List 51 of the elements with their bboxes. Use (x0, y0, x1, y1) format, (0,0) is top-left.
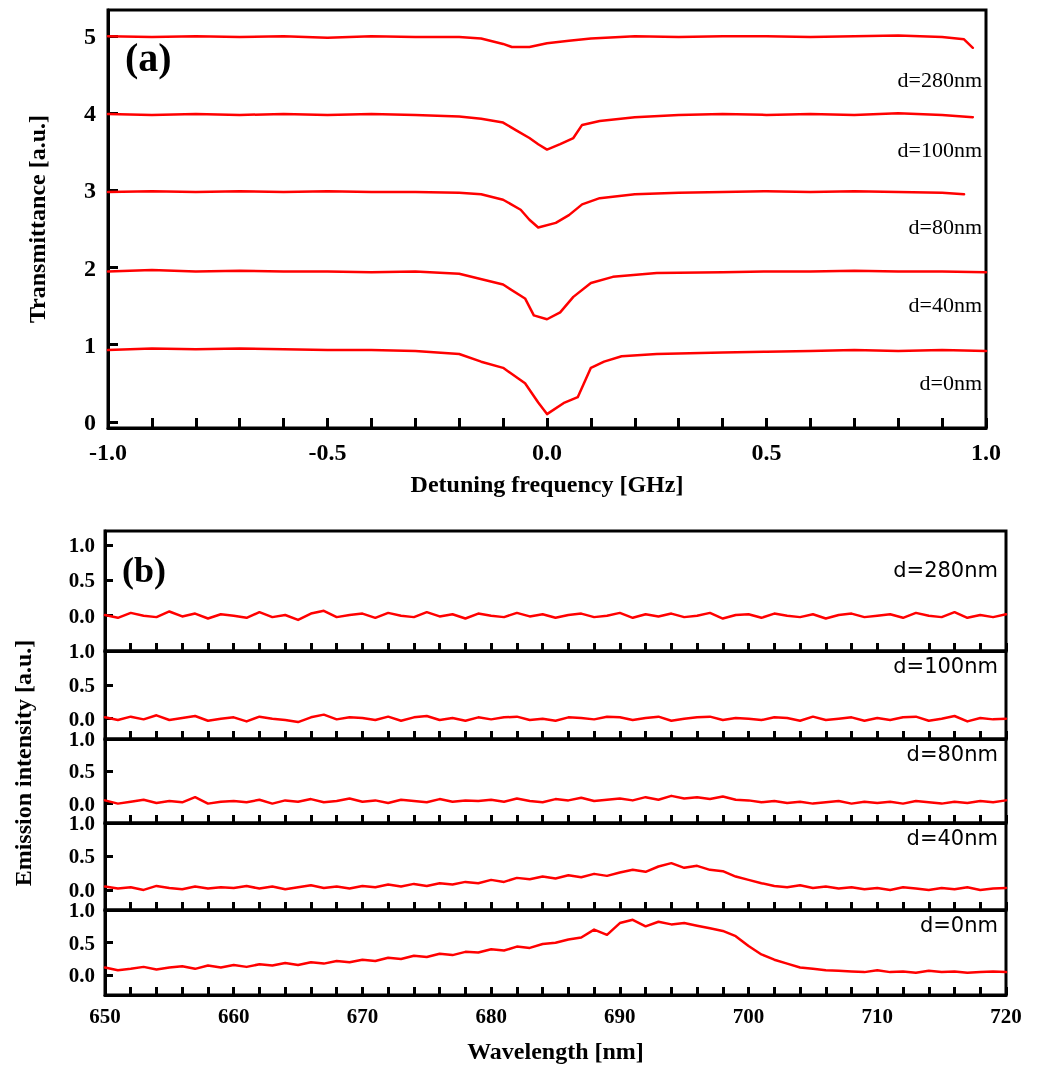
y-tick-label: 2 (84, 254, 96, 281)
series-label: d=80nm (906, 741, 998, 766)
series-label: d=80nm (908, 213, 982, 239)
y-tick-label: 1.0 (68, 533, 95, 558)
line-series (103, 609, 1008, 622)
line-series (103, 794, 1008, 805)
y-tick-label: 5 (84, 23, 96, 50)
series-label: d=280nm (893, 557, 998, 582)
y-axis-title: Emission intensity [a.u.] (10, 639, 37, 887)
x-tick-label: 670 (346, 1003, 379, 1028)
y-tick-label: 4 (84, 100, 96, 127)
x-tick-label: 710 (861, 1003, 894, 1028)
y-tick-label: 1.0 (68, 639, 95, 663)
line-series (103, 713, 1008, 724)
x-tick-label: 680 (475, 1003, 507, 1028)
y-tick-label: 3 (84, 177, 96, 204)
series-label: d=100nm (893, 653, 998, 678)
x-tick-label: -1.0 (89, 439, 127, 465)
series-label: d=40nm (906, 825, 998, 850)
line-series (103, 861, 1008, 892)
line-series (106, 347, 988, 416)
series-label: d=0nm (919, 912, 998, 937)
y-tick-label: 0.5 (68, 568, 95, 593)
x-axis-title: Wavelength [nm] (467, 1038, 644, 1064)
y-tick-label: 1 (84, 331, 96, 358)
x-tick-label: 0.0 (532, 439, 562, 465)
y-tick-label: 0.5 (68, 672, 95, 697)
x-tick-label: 690 (604, 1003, 636, 1028)
series-label: d=280nm (897, 67, 982, 93)
y-axis-title: Transmittance [a.u.] (24, 114, 51, 324)
x-axis-title: Detuning frequency [GHz] (410, 471, 684, 497)
y-tick-label: 0 (84, 408, 96, 435)
series-label: d=0nm (919, 370, 982, 396)
y-tick-label: 0.0 (68, 603, 95, 628)
line-series (103, 918, 1008, 975)
x-tick-label: 660 (217, 1003, 250, 1028)
y-tick-label: 0.0 (68, 963, 95, 988)
text: (b) (122, 550, 166, 590)
x-tick-label: 650 (89, 1003, 121, 1028)
y-tick-label: 0.5 (68, 930, 95, 955)
line-series (106, 268, 988, 321)
x-tick-label: -0.5 (308, 439, 347, 465)
x-tick-label: 0.5 (751, 439, 782, 465)
x-tick-label: 1.0 (971, 439, 1001, 465)
series-label: d=100nm (897, 136, 982, 162)
x-tick-label: 700 (732, 1003, 765, 1028)
series-label: d=40nm (908, 291, 982, 317)
y-tick-label: 0.5 (68, 759, 95, 784)
text: (a) (125, 34, 172, 80)
y-tick-label: 0.5 (68, 844, 95, 869)
x-tick-label: 720 (990, 1003, 1022, 1028)
